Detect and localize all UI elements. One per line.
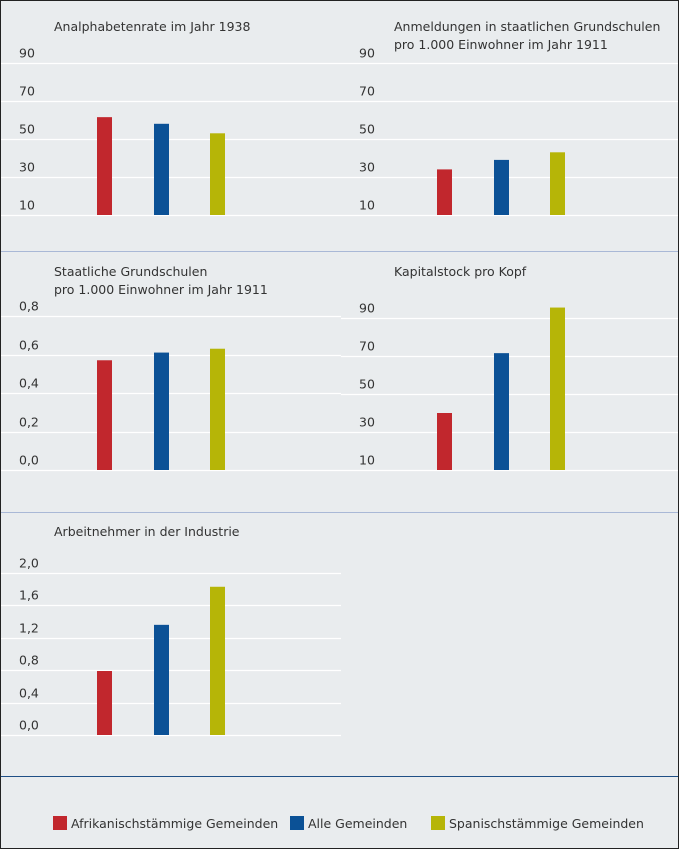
chart-title: Kapitalstock pro Kopf [394,264,527,279]
y-tick-label: 90 [359,46,375,61]
chart-4: Kapitalstock pro Kopf 90 70 50 30 10 [341,264,678,472]
chart-1: Analphabetenrate im Jahr 1938 90 70 50 30 10 [1,19,341,217]
bar-1 [97,117,112,215]
legend-label: Afrikanischstämmige Gemeinden [71,816,278,831]
bar-1 [97,671,112,735]
chart-2: Anmeldungen in staatlichen Grundschulen p… [341,19,678,217]
legend-swatch [53,816,67,830]
legend-swatch [290,816,304,830]
bar-2 [494,353,509,470]
y-tick-label: 70 [19,84,35,99]
bar-3 [210,133,225,215]
y-tick-label: 0,4 [19,376,39,391]
y-tick-label: 90 [359,301,375,316]
y-tick-label: 50 [359,377,375,392]
y-tick-label: 10 [19,198,35,213]
bar-2 [494,159,509,215]
y-tick-label: 30 [359,415,375,430]
y-tick-label: 30 [19,160,35,175]
y-tick-label: 1,2 [19,621,39,636]
y-tick-label: 10 [359,453,375,468]
chart-title: Anmeldungen in staatlichen Grundschulen [394,19,660,34]
bar-3 [550,307,565,470]
y-tick-label: 0,4 [19,686,39,701]
y-tick-label: 0,0 [19,453,39,468]
y-tick-label: 50 [19,122,35,137]
bar-2 [154,123,169,215]
y-tick-label: 70 [359,84,375,99]
y-tick-label: 0,6 [19,338,39,353]
y-tick-label: 0,0 [19,718,39,733]
bar-2 [154,624,169,735]
chart-title: Arbeitnehmer in der Industrie [54,524,240,539]
legend: Afrikanischstämmige Gemeinden Alle Gemein… [53,816,644,831]
bar-3 [550,152,565,215]
y-tick-label: 0,2 [19,415,39,430]
bar-2 [154,352,169,470]
y-tick-label: 50 [359,122,375,137]
y-tick-label: 70 [359,339,375,354]
chart-title: Analphabetenrate im Jahr 1938 [54,19,250,34]
bar-1 [97,360,112,470]
chart-title: pro 1.000 Einwohner im Jahr 1911 [54,282,268,297]
bar-3 [210,348,225,470]
legend-label: Spanischstämmige Gemeinden [449,816,644,831]
y-tick-label: 10 [359,198,375,213]
legend-label: Alle Gemeinden [308,816,407,831]
legend-swatch [431,816,445,830]
y-tick-label: 0,8 [19,299,39,314]
y-tick-label: 1,6 [19,588,39,603]
y-tick-label: 90 [19,46,35,61]
bar-3 [210,586,225,735]
chart-5: Arbeitnehmer in der Industrie 2,0 1,6 1,2 0,… [1,524,341,737]
bar-1 [437,413,452,470]
y-tick-label: 30 [359,160,375,175]
y-tick-label: 0,8 [19,653,39,668]
bar-1 [437,169,452,215]
chart-title: Staatliche Grundschulen [54,264,207,279]
chart-3: Staatliche Grundschulen pro 1.000 Einwohn… [1,264,341,472]
chart-title: pro 1.000 Einwohner im Jahr 1911 [394,37,608,52]
y-tick-label: 2,0 [19,556,39,571]
